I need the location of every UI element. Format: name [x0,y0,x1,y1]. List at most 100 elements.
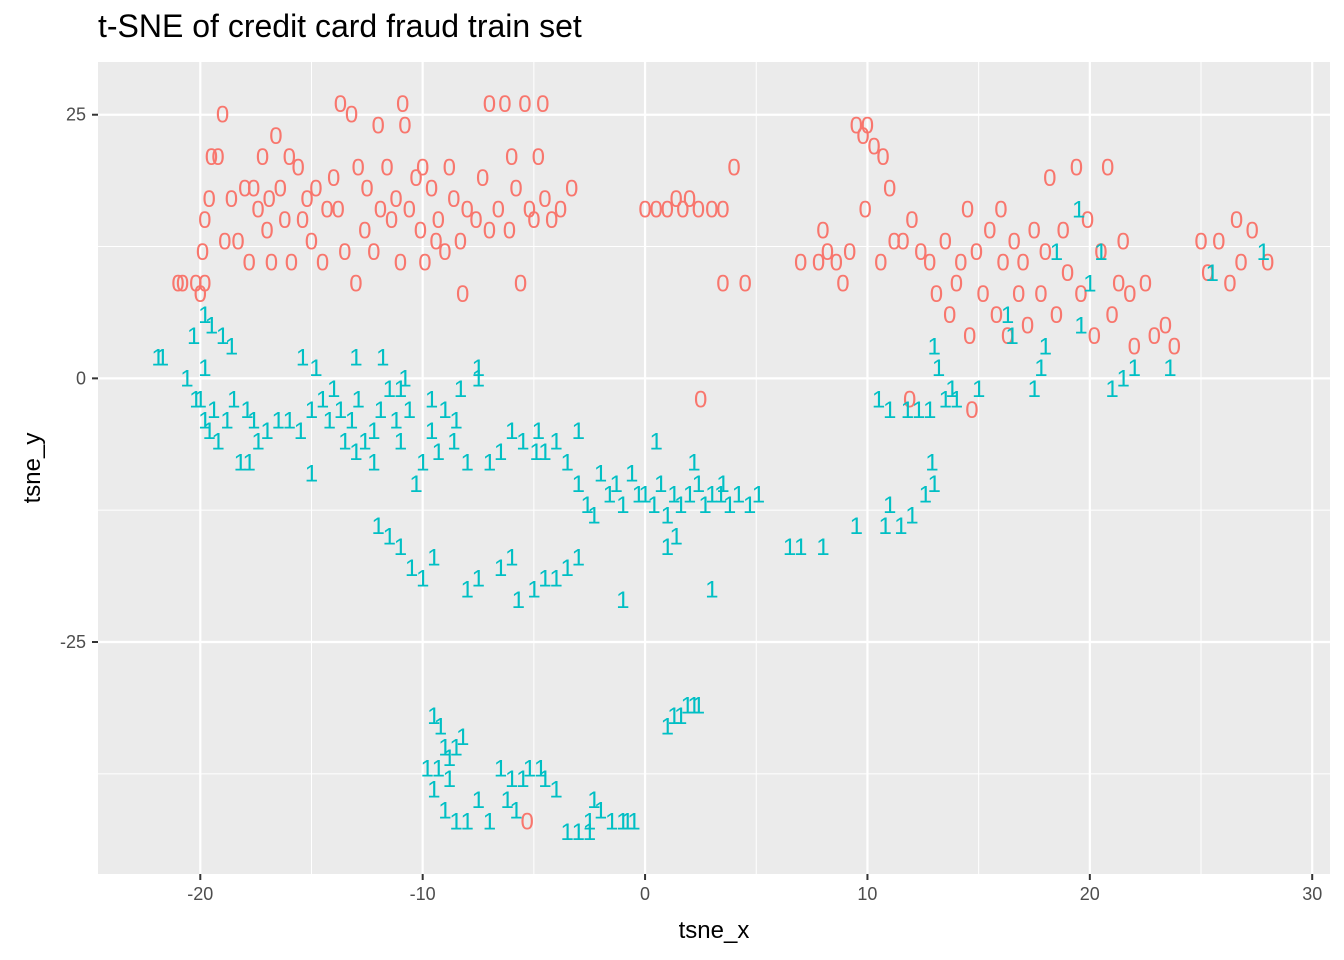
point-class-1: 1 [534,756,547,783]
point-class-1: 1 [449,808,462,835]
point-class-0: 0 [661,197,674,224]
point-class-1: 1 [879,513,892,540]
point-class-1: 1 [198,408,211,435]
point-class-1: 1 [901,397,914,424]
point-class-0: 0 [521,808,534,835]
point-class-0: 0 [1050,302,1063,329]
point-class-1: 1 [483,450,496,477]
point-class-1: 1 [352,386,365,413]
point-class-1: 1 [603,481,616,508]
x-tick-label: 0 [640,884,650,904]
point-class-0: 0 [939,228,952,255]
point-class-1: 1 [443,766,456,793]
point-class-1: 1 [1005,323,1018,350]
point-class-1: 1 [425,386,438,413]
point-class-0: 0 [1245,218,1258,245]
point-class-0: 0 [409,165,422,192]
point-class-1: 1 [438,798,451,825]
point-class-0: 0 [296,207,309,234]
point-class-1: 1 [243,450,256,477]
point-class-1: 1 [681,692,694,719]
point-class-1: 1 [367,418,380,445]
point-class-0: 0 [416,154,429,181]
point-class-1: 1 [512,587,525,614]
point-class-0: 0 [716,270,729,297]
point-class-1: 1 [338,429,351,456]
point-class-1: 1 [398,365,411,392]
point-class-1: 1 [432,756,445,783]
point-class-0: 0 [692,197,705,224]
point-class-1: 1 [260,418,273,445]
point-class-1: 1 [505,545,518,572]
point-class-1: 1 [316,386,329,413]
point-class-0: 0 [429,228,442,255]
point-class-0: 0 [876,144,889,171]
point-class-0: 0 [821,239,834,266]
point-class-1: 1 [912,397,925,424]
point-class-0: 0 [360,176,373,203]
point-class-0: 0 [265,249,278,276]
point-class-0: 0 [171,270,184,297]
point-class-0: 0 [1021,313,1034,340]
point-class-0: 0 [1094,239,1107,266]
point-class-0: 0 [705,197,718,224]
point-class-0: 0 [1001,323,1014,350]
point-class-1: 1 [327,376,340,403]
point-class-0: 0 [418,249,431,276]
point-class-1: 1 [427,777,440,804]
point-class-1: 1 [1072,197,1085,224]
point-class-1: 1 [583,819,596,846]
point-class-0: 0 [683,186,696,213]
point-class-1: 1 [716,471,729,498]
point-class-1: 1 [638,481,651,508]
point-class-1: 1 [632,481,645,508]
point-class-1: 1 [438,397,451,424]
point-class-1: 1 [594,460,607,487]
point-class-1: 1 [194,386,207,413]
point-class-0: 0 [211,144,224,171]
point-class-0: 0 [300,186,313,213]
point-class-1: 1 [409,471,422,498]
point-class-1: 1 [227,386,240,413]
point-class-1: 1 [205,313,218,340]
point-class-1: 1 [472,787,485,814]
point-class-0: 0 [1043,165,1056,192]
point-class-1: 1 [698,492,711,519]
point-class-0: 0 [225,186,238,213]
point-class-1: 1 [427,545,440,572]
point-class-0: 0 [389,186,402,213]
x-tick-label: 30 [1302,884,1322,904]
point-class-0: 0 [518,91,531,118]
point-class-0: 0 [425,176,438,203]
point-class-0: 0 [278,207,291,234]
point-class-1: 1 [156,344,169,371]
point-class-1: 1 [432,439,445,466]
x-tick-label: 20 [1080,884,1100,904]
point-class-0: 0 [1212,228,1225,255]
point-class-1: 1 [650,429,663,456]
point-class-1: 1 [472,355,485,382]
point-class-1: 1 [523,756,536,783]
point-class-0: 0 [251,197,264,224]
point-class-1: 1 [872,386,885,413]
point-class-0: 0 [274,176,287,203]
point-class-0: 0 [856,123,869,150]
point-class-1: 1 [187,323,200,350]
point-class-1: 1 [732,481,745,508]
point-class-0: 0 [954,249,967,276]
point-class-0: 0 [976,281,989,308]
point-class-1: 1 [687,692,700,719]
point-class-1: 1 [516,766,529,793]
point-class-0: 0 [1112,270,1125,297]
point-class-1: 1 [472,566,485,593]
point-class-1: 1 [529,439,542,466]
point-class-0: 0 [965,397,978,424]
point-class-1: 1 [919,481,932,508]
point-class-1: 1 [594,798,607,825]
point-class-1: 1 [296,344,309,371]
point-class-1: 1 [283,408,296,435]
point-class-0: 0 [1128,334,1141,361]
point-class-0: 0 [970,239,983,266]
point-class-1: 1 [621,808,634,835]
point-class-0: 0 [256,144,269,171]
